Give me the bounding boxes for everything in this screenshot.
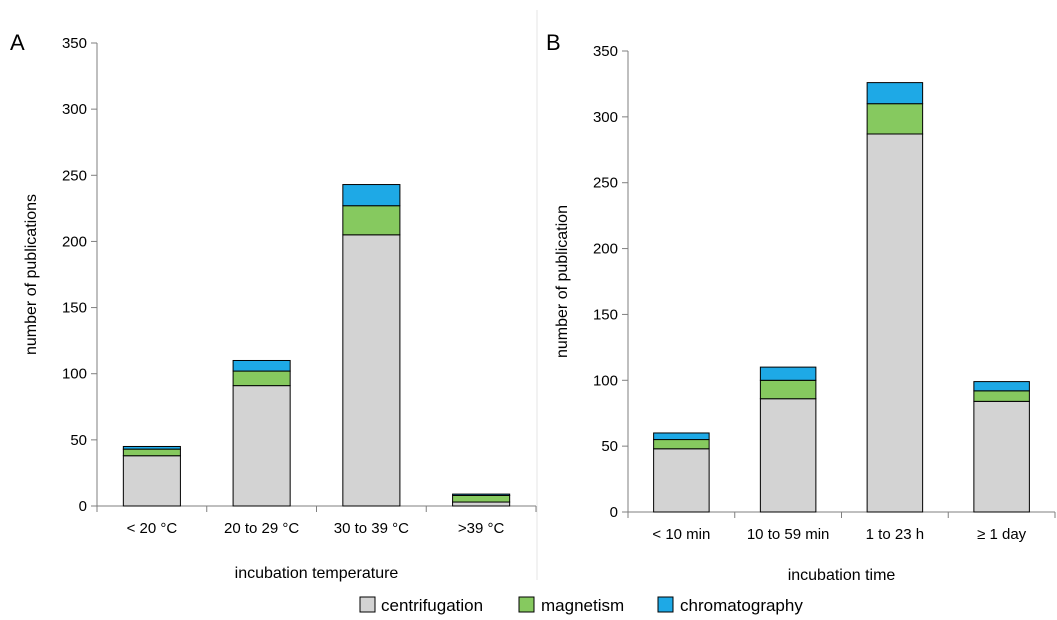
- y-tick-label: 300: [593, 109, 618, 126]
- y-axis-title: number of publications: [23, 194, 40, 355]
- x-tick-label: < 20 °C: [127, 520, 178, 537]
- bar-segment-magnetism: [759, 379, 817, 400]
- x-tick-label: 10 to 59 min: [747, 526, 830, 543]
- x-axis-title: incubation time: [788, 567, 896, 584]
- y-tick-label: 200: [62, 233, 87, 250]
- y-tick-label: 150: [593, 306, 618, 323]
- bar-segment-chromatography: [232, 359, 291, 372]
- y-tick-label: 50: [601, 438, 618, 455]
- y-tick-label: 300: [62, 101, 87, 118]
- x-axis-title: incubation temperature: [235, 565, 399, 582]
- x-tick-label: 1 to 23 h: [866, 526, 924, 543]
- panel-b-chart: B 0 50 100 150 200 250 300 350 < 10 min 10 to 59 m…: [546, 30, 1056, 584]
- legend-swatch-centrifugation: [359, 596, 376, 613]
- y-tick-label: 50: [70, 432, 87, 449]
- bar-segment-magnetism: [232, 370, 291, 387]
- panel-letter: A: [10, 30, 25, 55]
- legend-label: centrifugation: [381, 596, 483, 615]
- bar-segment-centrifugation: [653, 448, 710, 513]
- bar-segment-magnetism: [866, 103, 924, 135]
- x-tick-label: ≥ 1 day: [977, 526, 1027, 543]
- y-tick-label: 250: [593, 175, 618, 192]
- bar-segment-chromatography: [866, 82, 924, 105]
- y-tick-label: 200: [593, 241, 618, 258]
- legend-label: chromatography: [680, 596, 803, 615]
- y-tick-label: 350: [62, 35, 87, 52]
- legend-label: magnetism: [541, 596, 624, 615]
- bar-segment-centrifugation: [452, 501, 511, 507]
- y-tick-label: 0: [610, 504, 618, 521]
- bar-segment-centrifugation: [973, 400, 1030, 513]
- bar-segment-magnetism: [452, 494, 511, 503]
- bar-segment-magnetism: [122, 448, 181, 457]
- y-tick-label: 150: [62, 300, 87, 317]
- bar-segment-magnetism: [653, 439, 710, 450]
- bar-segment-centrifugation: [866, 133, 924, 513]
- bar-segment-chromatography: [759, 366, 817, 381]
- x-tick-label: 20 to 29 °C: [224, 520, 299, 537]
- bar-segment-centrifugation: [232, 385, 291, 507]
- y-tick-label: 0: [79, 498, 87, 515]
- x-tick-label: 30 to 39 °C: [334, 520, 409, 537]
- bar-segment-centrifugation: [122, 455, 181, 507]
- y-axis-title: number of publication: [554, 205, 571, 358]
- bar-segment-magnetism: [342, 205, 401, 236]
- y-tick-label: 350: [593, 43, 618, 60]
- bar-segment-chromatography: [342, 184, 401, 207]
- y-tick-label: 250: [62, 167, 87, 184]
- x-tick-label: < 10 min: [652, 526, 710, 543]
- bar-segment-chromatography: [452, 493, 511, 496]
- panel-a-chart: A 0 50 100 150 200 250 300 350 < 20 °C 20 to 29 °C…: [10, 30, 537, 582]
- legend-swatch-chromatography: [657, 596, 674, 613]
- legend: centrifugation magnetism chromatography: [359, 596, 803, 615]
- bar-segment-magnetism: [973, 390, 1030, 402]
- bar-segment-centrifugation: [759, 398, 817, 513]
- y-tick-label: 100: [62, 366, 87, 383]
- bar-segment-centrifugation: [342, 234, 401, 507]
- bar-segment-chromatography: [653, 432, 710, 441]
- y-tick-label: 100: [593, 372, 618, 389]
- legend-swatch-magnetism: [518, 596, 535, 613]
- x-tick-label: >39 °C: [458, 520, 505, 537]
- panel-letter: B: [546, 30, 561, 55]
- bar-segment-chromatography: [122, 445, 181, 450]
- bar-segment-chromatography: [973, 381, 1030, 392]
